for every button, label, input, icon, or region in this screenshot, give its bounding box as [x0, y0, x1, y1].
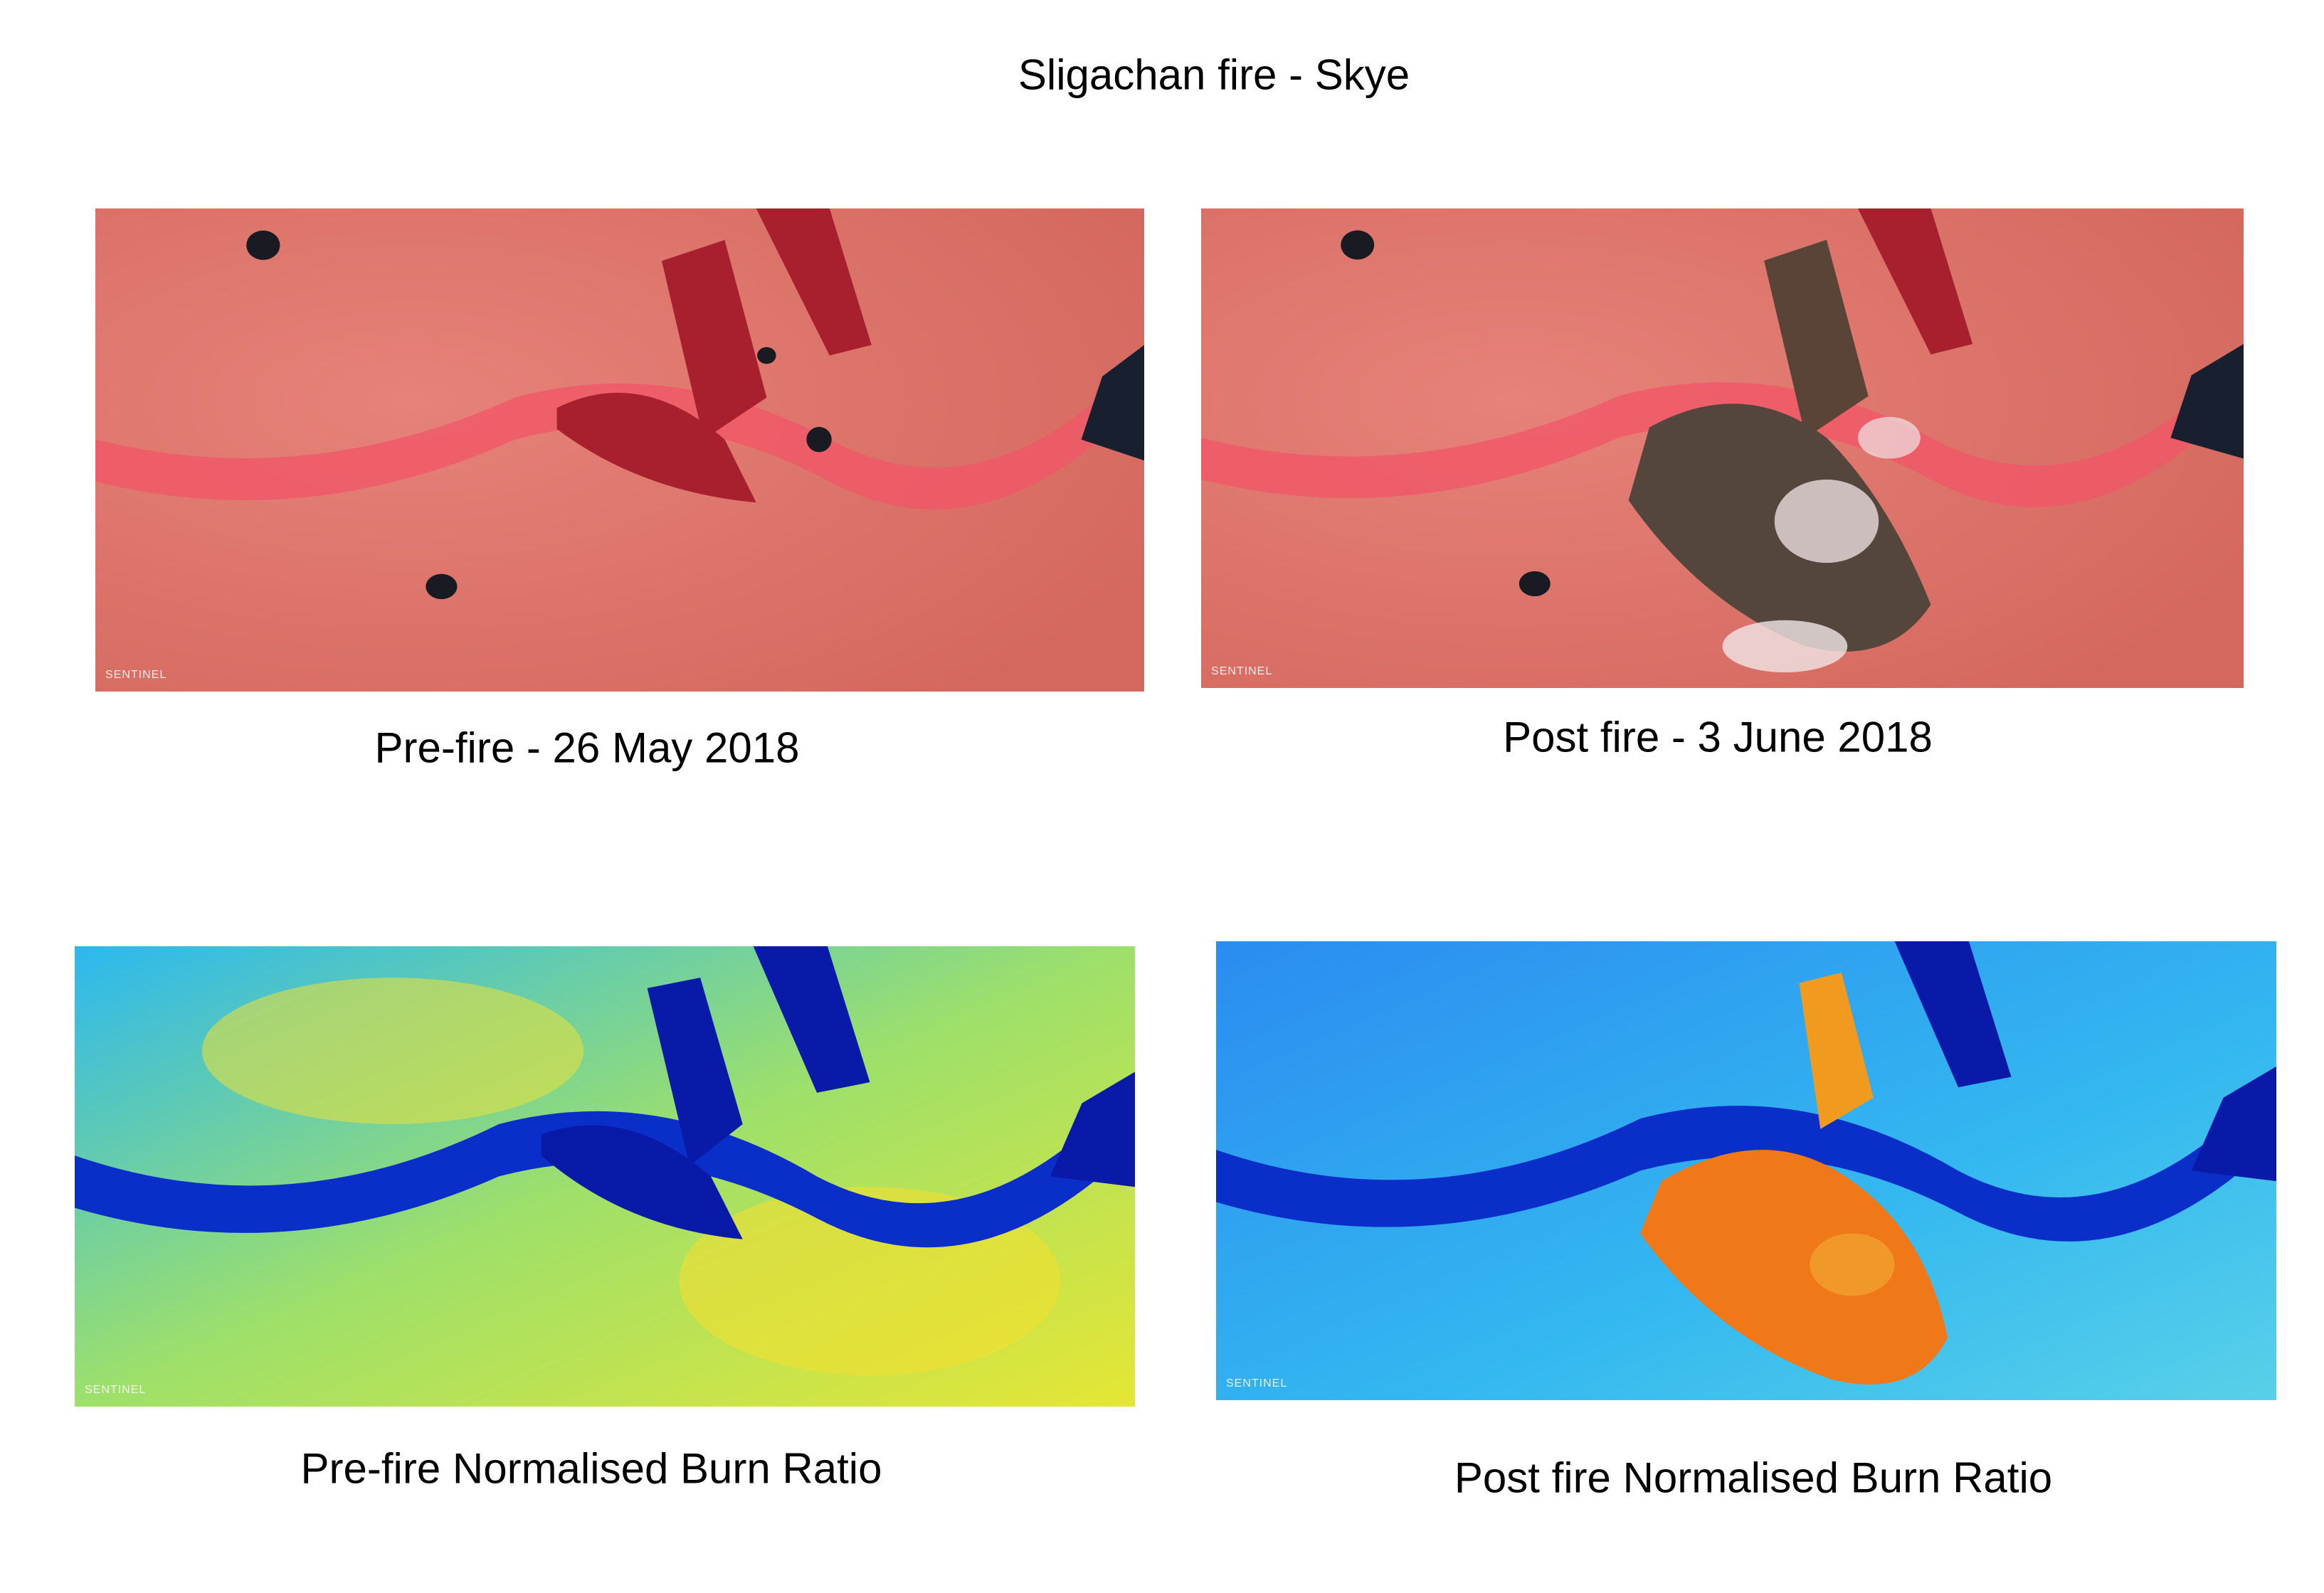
figure-title: Sligachan fire - Skye: [1018, 51, 1410, 99]
watermark: SENTINEL: [85, 1384, 147, 1396]
pre-fire-nbr-image: SENTINEL: [75, 946, 1135, 1407]
satellite-image: [1201, 208, 2244, 688]
post-fire-nbr-image: SENTINEL: [1216, 941, 2276, 1400]
pre-fire-image: SENTINEL: [95, 208, 1144, 692]
post-fire-image: SENTINEL: [1201, 208, 2244, 688]
caption: Pre-fire - 26 May 2018: [374, 724, 800, 772]
watermark: SENTINEL: [1211, 665, 1273, 677]
nbr-image: [1216, 941, 2276, 1400]
watermark: SENTINEL: [105, 669, 167, 681]
caption: Post fire Normalised Burn Ratio: [1454, 1454, 2053, 1502]
caption: Pre-fire Normalised Burn Ratio: [300, 1444, 882, 1493]
satellite-image: [95, 208, 1144, 692]
watermark: SENTINEL: [1226, 1377, 1288, 1390]
nbr-image: [75, 946, 1135, 1407]
caption: Post fire - 3 June 2018: [1503, 713, 1933, 761]
